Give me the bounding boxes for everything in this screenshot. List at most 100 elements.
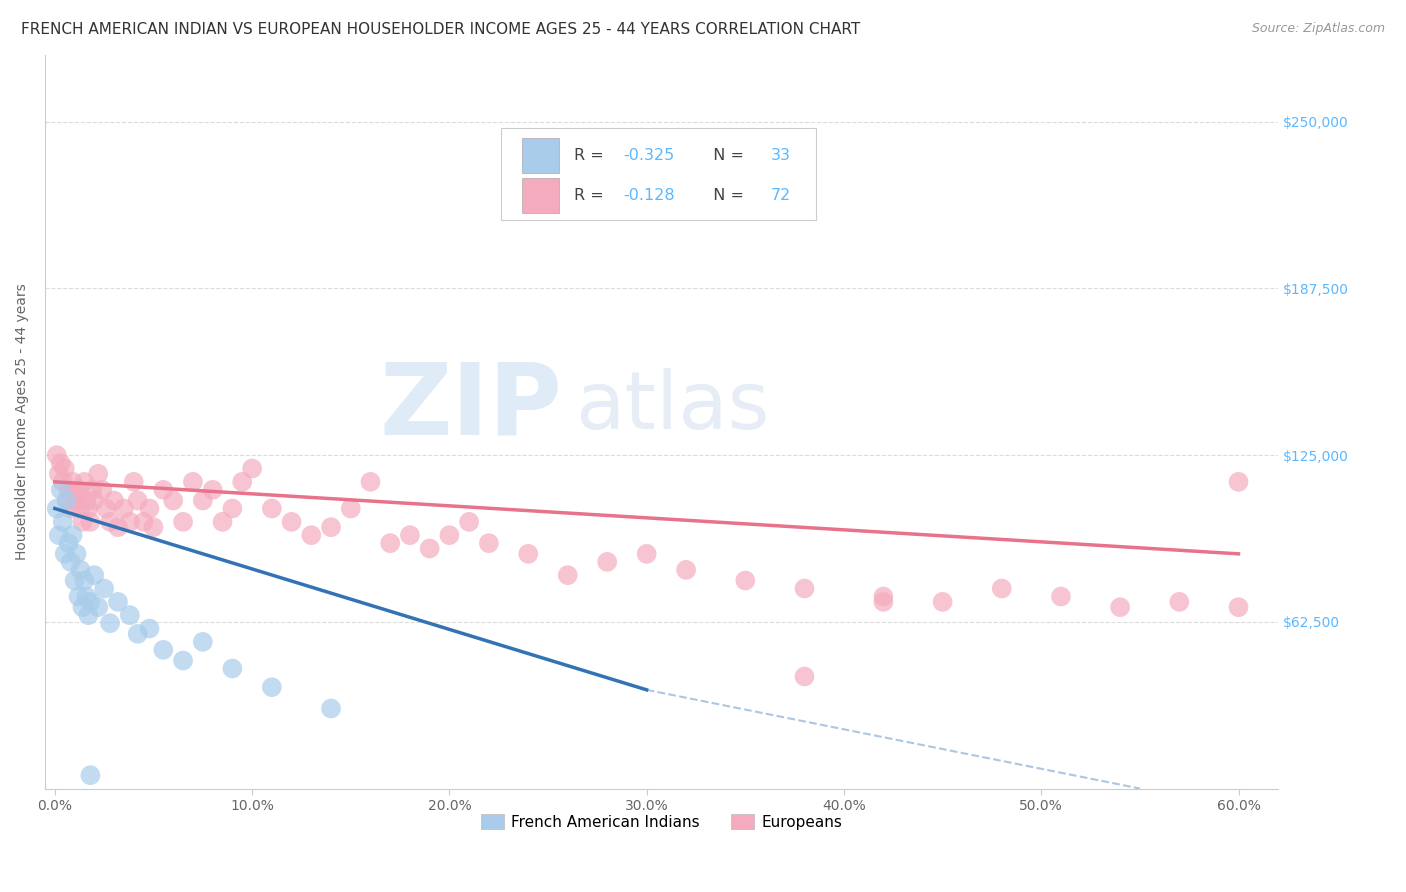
Point — [419, 541, 441, 556]
Point — [63, 574, 86, 588]
Point — [65, 493, 87, 508]
Point — [69, 563, 91, 577]
Legend: French American Indians, Europeans: French American Indians, Europeans — [475, 808, 848, 836]
Text: FRENCH AMERICAN INDIAN VS EUROPEAN HOUSEHOLDER INCOME AGES 25 - 44 YEARS CORRELA: FRENCH AMERICAN INDIAN VS EUROPEAN HOUSE… — [21, 22, 860, 37]
Point — [636, 547, 658, 561]
Point — [65, 547, 87, 561]
Point — [260, 680, 283, 694]
Point — [380, 536, 402, 550]
Point — [83, 568, 105, 582]
Point — [79, 515, 101, 529]
Point — [319, 520, 342, 534]
Point — [53, 547, 76, 561]
Point — [201, 483, 224, 497]
Point — [872, 595, 894, 609]
Point — [52, 475, 75, 489]
Point — [75, 590, 97, 604]
Point — [127, 493, 149, 508]
Point — [240, 461, 263, 475]
Text: R =: R = — [574, 148, 609, 163]
Point — [596, 555, 619, 569]
Point — [48, 467, 70, 481]
Point — [162, 493, 184, 508]
Point — [59, 501, 82, 516]
Point — [62, 528, 84, 542]
Point — [138, 622, 160, 636]
Point — [112, 501, 135, 516]
Point — [91, 483, 114, 497]
Point — [94, 501, 117, 516]
Point — [478, 536, 501, 550]
Point — [990, 582, 1012, 596]
Point — [122, 475, 145, 489]
Point — [98, 515, 121, 529]
Point — [1050, 590, 1073, 604]
Point — [172, 653, 194, 667]
Point — [58, 536, 80, 550]
Point — [63, 488, 86, 502]
Point — [55, 493, 77, 508]
Point — [98, 616, 121, 631]
Text: atlas: atlas — [575, 368, 769, 446]
Point — [299, 528, 322, 542]
Point — [62, 475, 84, 489]
Point — [48, 528, 70, 542]
Text: Source: ZipAtlas.com: Source: ZipAtlas.com — [1251, 22, 1385, 36]
Point — [872, 590, 894, 604]
Point — [53, 461, 76, 475]
Point — [107, 595, 129, 609]
Point — [73, 475, 96, 489]
Text: 33: 33 — [772, 148, 792, 163]
Point — [152, 643, 174, 657]
Point — [87, 467, 110, 481]
Point — [72, 515, 94, 529]
Point — [127, 627, 149, 641]
Point — [734, 574, 756, 588]
Point — [52, 515, 75, 529]
Point — [1227, 475, 1250, 489]
Point — [77, 501, 100, 516]
Point — [107, 520, 129, 534]
Point — [793, 582, 815, 596]
Point — [458, 515, 481, 529]
Point — [1227, 600, 1250, 615]
Point — [58, 483, 80, 497]
Point — [181, 475, 204, 489]
Point — [191, 493, 214, 508]
Point — [87, 600, 110, 615]
Text: 72: 72 — [772, 188, 792, 202]
Point — [399, 528, 422, 542]
Point — [79, 595, 101, 609]
Y-axis label: Householder Income Ages 25 - 44 years: Householder Income Ages 25 - 44 years — [15, 284, 30, 560]
Text: -0.325: -0.325 — [623, 148, 675, 163]
Point — [191, 635, 214, 649]
Point — [931, 595, 953, 609]
Text: -0.128: -0.128 — [623, 188, 675, 202]
Bar — [522, 138, 560, 173]
Point — [118, 608, 141, 623]
Point — [82, 483, 104, 497]
Point — [138, 501, 160, 516]
Point — [67, 590, 90, 604]
Point — [83, 493, 105, 508]
Point — [142, 520, 165, 534]
Point — [260, 501, 283, 516]
Text: ZIP: ZIP — [380, 359, 562, 456]
Point — [132, 515, 155, 529]
Point — [319, 701, 342, 715]
Point — [75, 493, 97, 508]
Point — [45, 448, 67, 462]
Point — [675, 563, 697, 577]
Point — [439, 528, 461, 542]
Point — [1109, 600, 1132, 615]
Point — [1168, 595, 1191, 609]
Point — [231, 475, 253, 489]
Point — [221, 661, 243, 675]
Point — [55, 493, 77, 508]
Point — [49, 483, 72, 497]
FancyBboxPatch shape — [501, 128, 815, 220]
Text: N =: N = — [703, 188, 749, 202]
Point — [103, 493, 125, 508]
Point — [221, 501, 243, 516]
Point — [517, 547, 540, 561]
